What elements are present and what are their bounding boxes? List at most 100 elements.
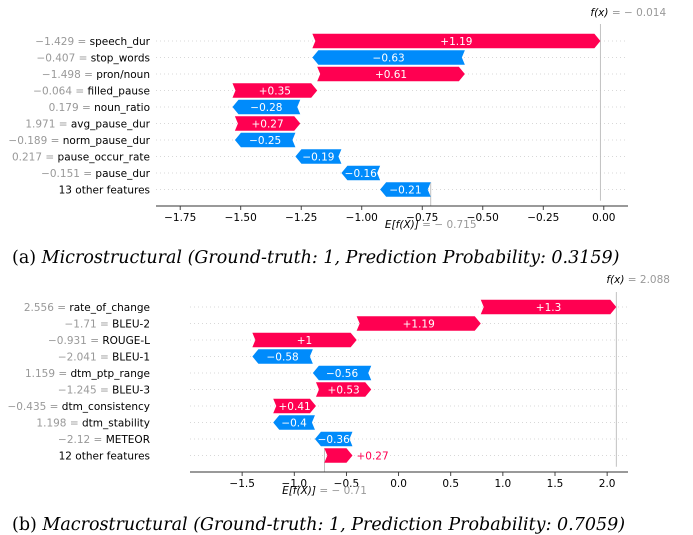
feature-value: −1.71 =	[65, 318, 113, 330]
feature-label: −0.189 = norm_pause_dur	[8, 135, 150, 147]
feature-label: −1.245 = BLEU-3	[58, 384, 150, 396]
x-tick-label: −1.25	[285, 212, 317, 224]
feature-label: 2.556 = rate_of_change	[24, 302, 150, 314]
feature-name: noun_ratio	[94, 102, 150, 114]
efx-annotation: E[f(X)] = − 0.71	[282, 485, 367, 497]
feature-value: 2.556 =	[24, 302, 70, 314]
feature-name: dtm_ptp_range	[71, 368, 151, 380]
feature-name: BLEU-2	[112, 318, 150, 330]
figure-caption: (a) Microstructural (Ground-truth: 1, Pr…	[12, 248, 620, 268]
feature-value: 0.179 =	[49, 102, 95, 114]
bar-value-label: +0.41	[279, 401, 311, 413]
feature-name: rate_of_change	[69, 302, 150, 314]
x-tick-label: 1.5	[547, 478, 564, 490]
feature-name: METEOR	[106, 434, 150, 446]
bar-dtm-ptp-range	[312, 365, 372, 381]
x-tick-label: −0.25	[527, 212, 559, 224]
fx-annotation: f(x) = 2.088	[606, 274, 670, 286]
feature-name: 12 other features	[59, 450, 150, 462]
x-tick-label: −0.50	[467, 212, 499, 224]
bar-value-label: −0.16	[345, 168, 377, 180]
feature-label: −0.151 = pause_dur	[41, 168, 151, 180]
feature-label: 1.971 = avg_pause_dur	[25, 118, 150, 130]
feature-value: −1.498 =	[42, 69, 96, 81]
x-tick-label: −1.75	[164, 212, 196, 224]
feature-name: stop_words	[91, 52, 150, 64]
x-tick-label: −0.5	[334, 478, 360, 490]
feature-label: −0.064 = filled_pause	[33, 85, 150, 97]
caption-text: Macrostructural (Ground-truth: 1, Predic…	[41, 515, 625, 535]
feature-value: 1.159 =	[25, 368, 71, 380]
x-tick-label: −1.5	[229, 478, 255, 490]
feature-name: pron/noun	[96, 69, 150, 81]
bar-value-label: +1	[297, 335, 312, 347]
x-tick-label: −1.00	[346, 212, 378, 224]
efx-annotation: E[f(X)] = − 0.715	[385, 219, 477, 231]
x-tick-label: −1.0	[282, 478, 308, 490]
fx-value: = 2.088	[624, 274, 670, 286]
feature-label: 12 other features	[59, 450, 150, 462]
feature-value: −0.407 =	[36, 52, 90, 64]
feature-value: −0.064 =	[33, 85, 87, 97]
bar-norm-pause-dur	[234, 132, 296, 148]
bar-pause-dur	[341, 165, 381, 181]
bar-rate-of-change	[480, 299, 617, 315]
x-tick-label: −0.75	[406, 212, 438, 224]
fx-label: f(x)	[606, 274, 624, 286]
bar-rouge-l	[252, 332, 357, 348]
feature-name: dtm_stability	[82, 417, 150, 429]
bar-value-label: −0.28	[250, 102, 282, 114]
bar-12-other-features	[324, 448, 353, 463]
feature-label: 1.198 = dtm_stability	[36, 417, 150, 429]
bar-bleu-3	[315, 382, 372, 397]
feature-value: −2.12 =	[58, 434, 106, 446]
bar-avg-pause-dur	[234, 116, 301, 131]
feature-label: −1.429 = speech_dur	[35, 36, 150, 48]
x-tick-label: 2.0	[599, 478, 616, 490]
bar-value-label: −0.4	[281, 417, 307, 429]
feature-name: avg_pause_dur	[71, 118, 151, 130]
feature-name: speech_dur	[90, 36, 151, 48]
bar-value-label: +1.19	[440, 36, 472, 48]
bar-value-label: −0.25	[249, 135, 281, 147]
feature-value: 1.198 =	[36, 417, 82, 429]
feature-label: 1.159 = dtm_ptp_range	[25, 368, 150, 380]
feature-name: BLEU-1	[112, 351, 150, 363]
bar-bleu-2	[356, 316, 481, 331]
feature-value: −0.151 =	[41, 168, 95, 180]
efx-value: = − 0.71	[316, 485, 367, 497]
x-tick-label: −1.50	[225, 212, 257, 224]
feature-name: pause_occur_rate	[58, 151, 150, 163]
caption-prefix: (b)	[12, 515, 42, 535]
bar-value-label: −0.21	[389, 184, 421, 196]
chart-panel-b: +1.3 2.556 = rate_of_change +1.19 −1.71 = B…	[7, 274, 670, 535]
x-tick-label: 0.5	[442, 478, 459, 490]
feature-label: −1.498 = pron/noun	[42, 69, 150, 81]
bar-value-label: +0.53	[328, 384, 360, 396]
efx-label: E[f(X)]	[282, 485, 316, 497]
feature-label: 0.217 = pause_occur_rate	[12, 151, 150, 163]
feature-value: −0.189 =	[8, 135, 62, 147]
bar-value-label: +0.35	[259, 85, 291, 97]
feature-name: ROUGE-L	[102, 335, 150, 347]
bar-13-other-features	[380, 182, 431, 197]
feature-label: −2.12 = METEOR	[58, 434, 150, 446]
bar-value-label: +0.27	[356, 450, 388, 462]
x-tick-label: 0.00	[592, 212, 615, 224]
feature-value: −0.435 =	[7, 401, 61, 413]
bar-dtm-stability	[273, 415, 315, 430]
feature-label: 0.179 = noun_ratio	[49, 102, 150, 114]
feature-label: −0.407 = stop_words	[36, 52, 150, 64]
efx-value: = − 0.715	[419, 219, 477, 231]
bar-value-label: −0.58	[267, 351, 299, 363]
bar-value-label: +0.61	[375, 69, 407, 81]
chart-panel-a: +1.19 −1.429 = speech_dur −0.63 −0.407 = st…	[8, 7, 666, 268]
bar-value-label: −0.63	[373, 52, 405, 64]
bar-meteor	[314, 431, 353, 447]
feature-value: −2.041 =	[58, 351, 112, 363]
figure-caption: (b) Macrostructural (Ground-truth: 1, Pr…	[12, 515, 625, 535]
caption-text: Microstructural (Ground-truth: 1, Predic…	[41, 248, 620, 268]
feature-label: −1.71 = BLEU-2	[65, 318, 151, 330]
feature-value: −0.931 =	[48, 335, 102, 347]
